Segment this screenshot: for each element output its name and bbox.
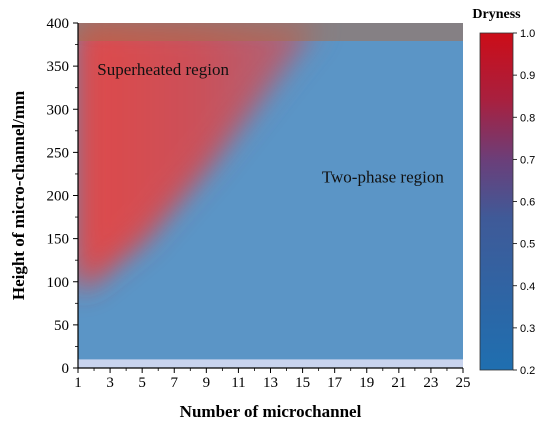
axes: 1 3 5 7 9 11 13 15 17 19 21 23 250501001502002503003… [47,16,471,391]
y-tick-label: 100 [47,275,70,291]
x-tick-label: 1 [74,375,82,391]
colorbar-tick-label: 0.5 [520,239,535,251]
superheated-region-label: Superheated region [97,60,229,79]
y-tick-label: 250 [47,145,70,161]
x-tick-label: 11 [231,375,245,391]
x-tick-label: 19 [359,375,374,391]
colorbar-tick-label: 0.8 [520,112,535,124]
y-tick-label: 150 [47,232,70,248]
x-tick-label: 25 [456,375,471,391]
x-tick-label: 3 [106,375,114,391]
colorbar-tick-label: 1.0 [520,28,535,40]
colorbar-gradient [479,32,514,371]
x-tick-label: 17 [327,375,343,391]
y-tick-label: 300 [47,102,70,118]
heatmap-plot-area [78,23,463,368]
x-tick-label: 23 [423,375,438,391]
x-tick-label: 21 [391,375,406,391]
y-tick-label: 0 [62,361,70,377]
colorbar-tick-label: 0.7 [520,154,535,166]
x-tick-label: 7 [171,375,179,391]
x-tick-label: 9 [203,375,211,391]
colorbar-title: Dryness [472,7,521,22]
y-tick-label: 400 [47,16,70,32]
dryness-colorbar: 0.2 0.3 0.4 0.5 0.6 0.7 0.8 0.9 1.0 [479,28,535,377]
colorbar-tick-label: 0.9 [520,70,535,82]
x-axis-title: Number of microchannel [180,402,362,421]
x-tick-label: 13 [263,375,278,391]
top-band [78,23,463,41]
x-tick-label: 5 [138,375,146,391]
bottom-strip [78,359,463,368]
x-tick-label: 15 [295,375,310,391]
y-tick-label: 350 [47,59,70,75]
y-tick-label: 200 [47,189,70,205]
colorbar-tick-label: 0.6 [520,197,535,209]
y-tick-label: 50 [54,318,69,334]
superheated-core [78,23,319,291]
colorbar-tick-label: 0.2 [520,365,535,377]
y-axis-title: Height of micro-channel/mm [9,91,28,300]
colorbar-tick-label: 0.3 [520,323,535,335]
two-phase-region-label: Two-phase region [322,168,445,187]
colorbar-tick-label: 0.4 [520,281,535,293]
